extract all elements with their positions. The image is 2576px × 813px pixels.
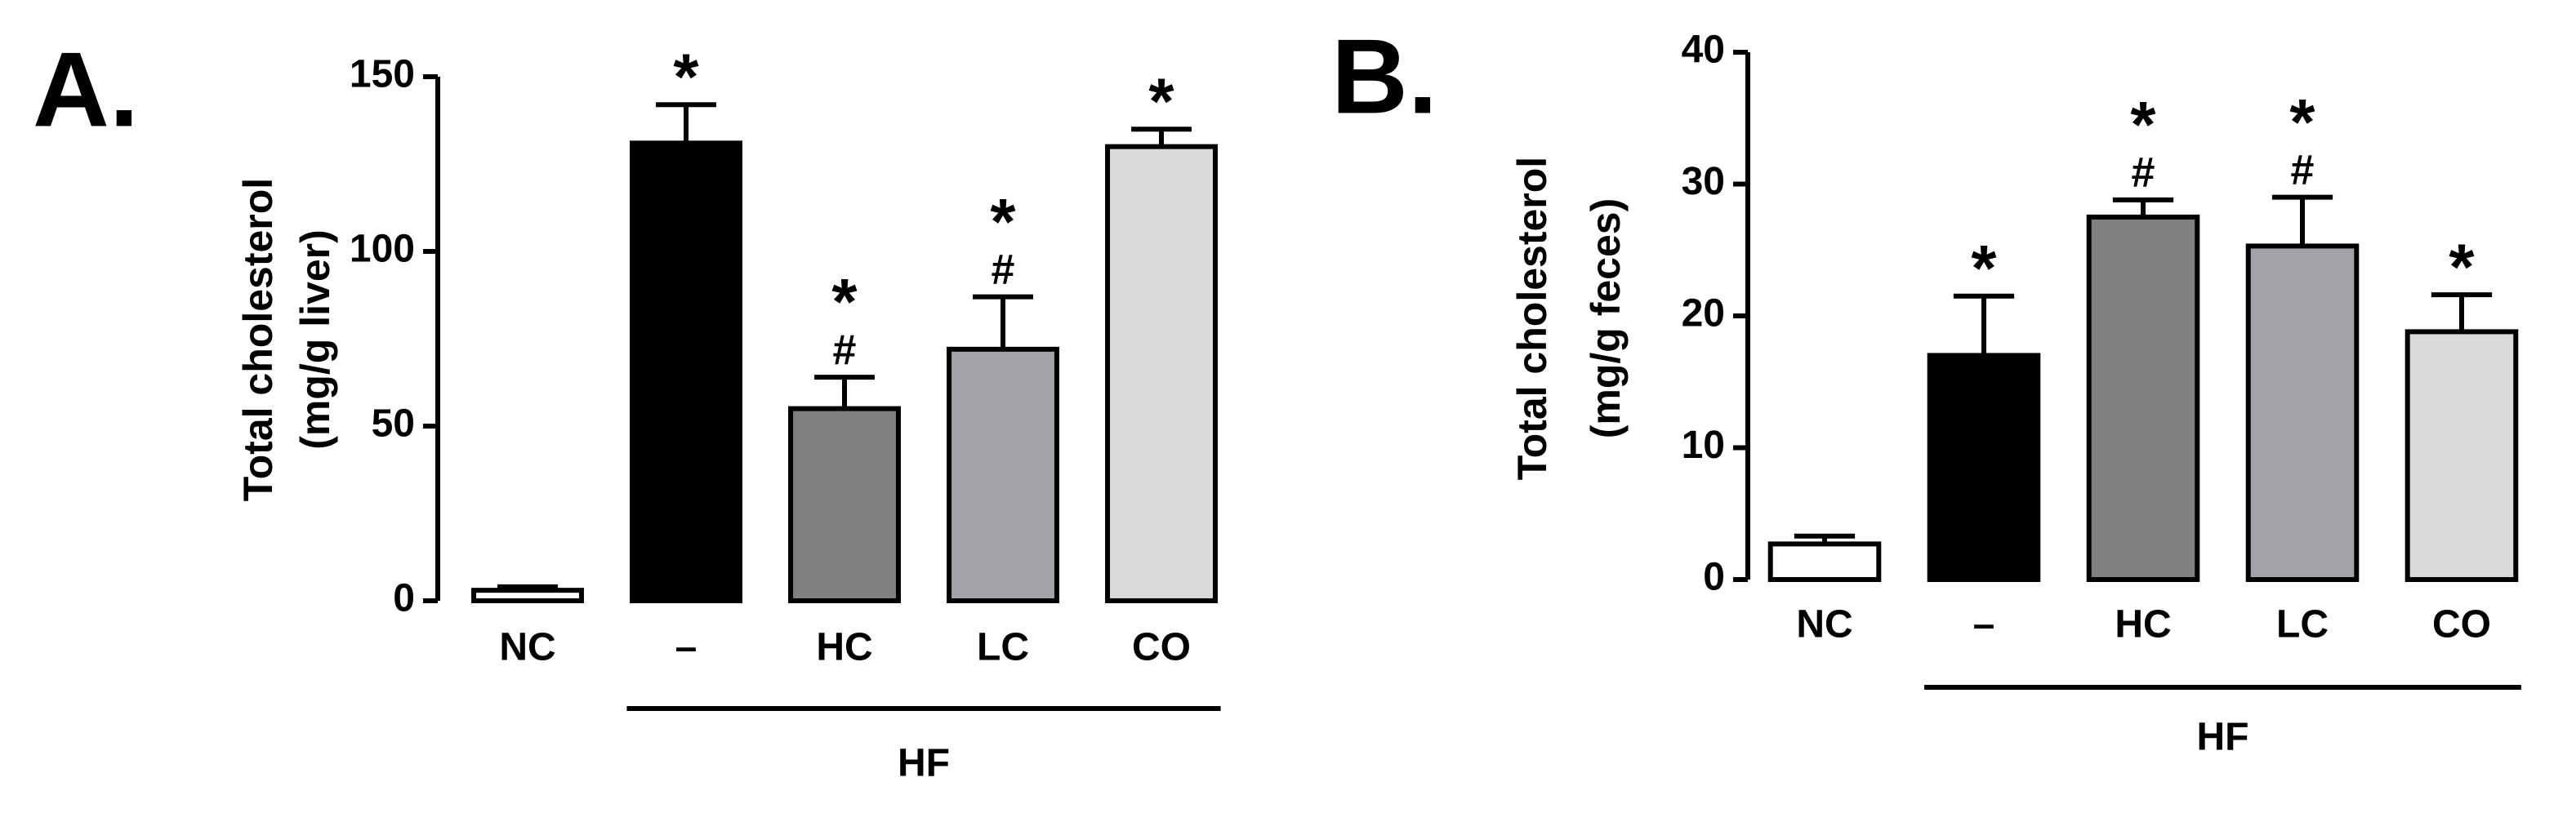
- x-tick-label: NC: [499, 626, 555, 669]
- x-tick-label: CO: [1132, 626, 1191, 669]
- bar: [2404, 329, 2519, 582]
- significance-mark: #: [2132, 149, 2155, 197]
- significance-mark: #: [2291, 146, 2315, 193]
- panel-label: A.: [33, 29, 139, 149]
- significance-mark: #: [833, 327, 857, 374]
- y-axis-label: Total cholesterol: [235, 178, 281, 501]
- y-tick-label: 50: [372, 402, 415, 446]
- group-label: HF: [898, 742, 950, 785]
- y-tick-label: 10: [1682, 424, 1725, 467]
- x-tick-label: HC: [2115, 603, 2171, 646]
- panel-label: B.: [1331, 16, 1437, 136]
- bar: [1767, 541, 1882, 583]
- x-tick-label: CO: [2432, 603, 2491, 646]
- y-tick-label: 20: [1682, 292, 1725, 335]
- y-tick-label: 0: [1703, 556, 1725, 599]
- y-tick-label: 40: [1682, 29, 1725, 72]
- y-tick-label: 100: [350, 228, 415, 271]
- bar: [471, 588, 584, 603]
- bar: [2086, 214, 2200, 582]
- x-tick-label: HC: [816, 626, 872, 669]
- x-tick-label: LC: [2276, 603, 2329, 646]
- y-tick-label: 0: [393, 577, 415, 620]
- bar: [1105, 144, 1218, 604]
- significance-mark: *: [990, 185, 1016, 258]
- significance-mark: *: [1148, 64, 1174, 137]
- significance-mark: #: [992, 246, 1015, 293]
- y-axis-label: (mg/g liver): [292, 229, 338, 449]
- y-tick-label: 150: [350, 53, 415, 96]
- bar: [947, 346, 1059, 603]
- significance-mark: *: [2130, 88, 2156, 161]
- x-tick-label: –: [675, 626, 697, 669]
- y-axis-label: (mg/g feces): [1583, 198, 1629, 439]
- y-axis-label: Total cholesterol: [1509, 157, 1555, 480]
- significance-mark: *: [673, 40, 699, 113]
- bar: [788, 406, 901, 603]
- significance-mark: *: [2289, 86, 2315, 158]
- significance-mark: *: [2449, 230, 2475, 303]
- x-tick-label: LC: [977, 626, 1029, 669]
- significance-mark: *: [1971, 232, 1997, 304]
- x-tick-label: NC: [1796, 603, 1852, 646]
- group-label: HF: [2197, 716, 2249, 759]
- bar: [2245, 243, 2360, 582]
- bar: [1927, 353, 2041, 582]
- significance-mark: *: [831, 265, 858, 338]
- bar: [630, 140, 742, 603]
- y-tick-label: 30: [1682, 160, 1725, 203]
- x-tick-label: –: [1973, 603, 1995, 646]
